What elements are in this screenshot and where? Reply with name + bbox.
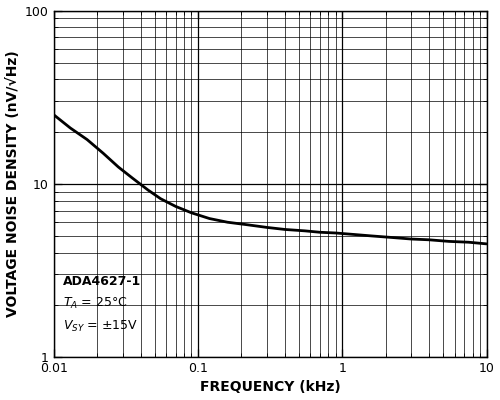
Text: ADA4627-1: ADA4627-1	[62, 275, 141, 288]
Text: $V_{SY}$ = ±15V: $V_{SY}$ = ±15V	[62, 319, 138, 334]
Y-axis label: VOLTAGE NOISE DENSITY (nV/√Hz): VOLTAGE NOISE DENSITY (nV/√Hz)	[6, 50, 20, 317]
X-axis label: FREQUENCY (kHz): FREQUENCY (kHz)	[200, 380, 340, 394]
Text: $T_A$ = 25°C: $T_A$ = 25°C	[62, 296, 128, 311]
